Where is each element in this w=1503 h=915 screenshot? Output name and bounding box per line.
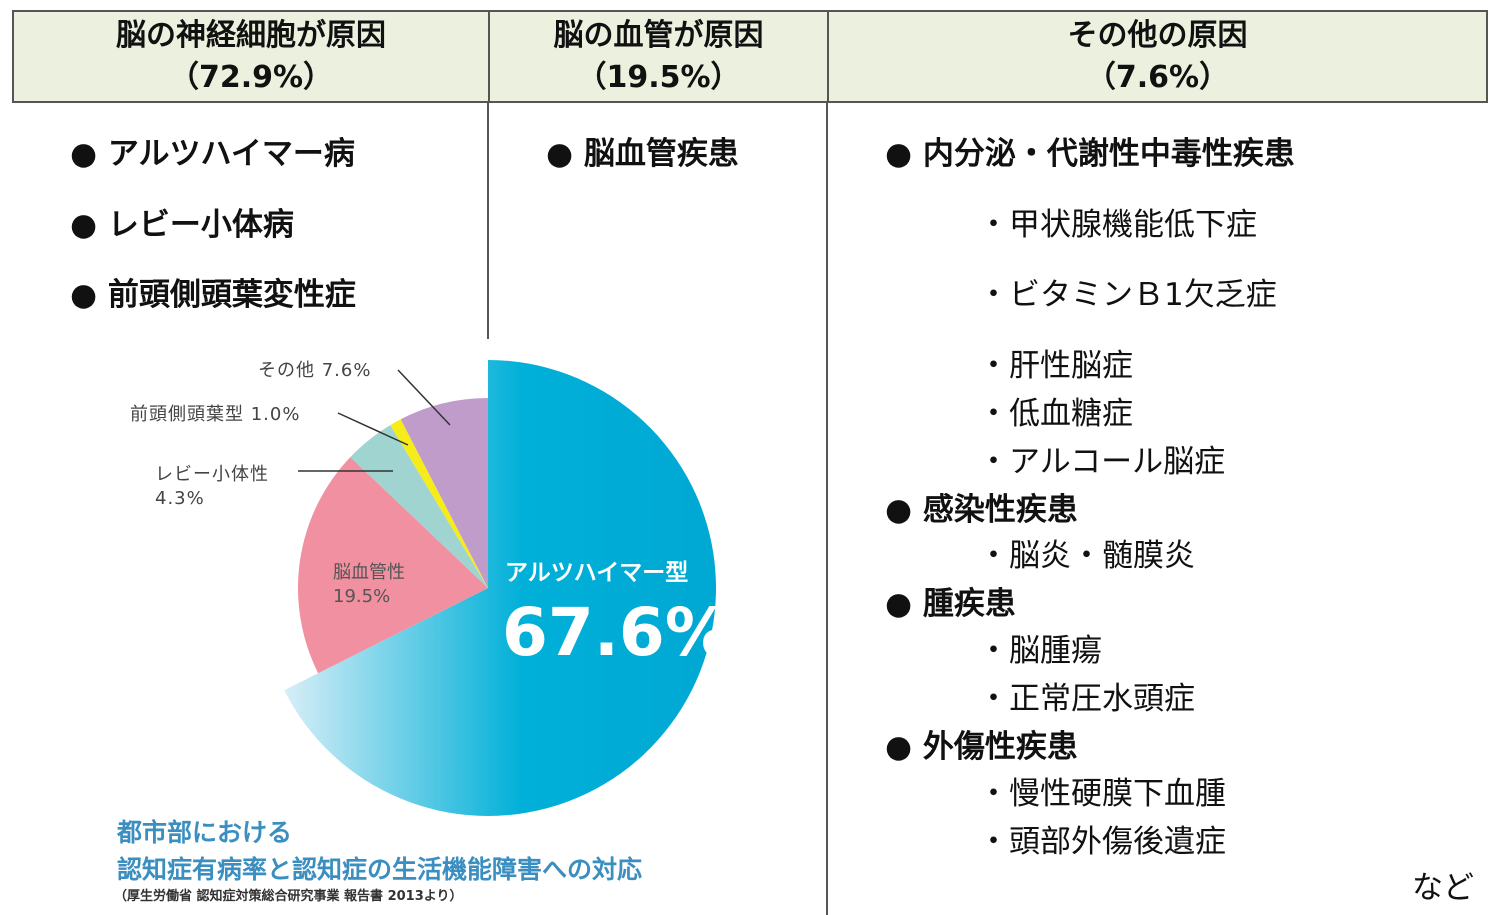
chart-source: （厚生労働省 認知症対策総合研究事業 報告書 2013より） bbox=[114, 889, 463, 904]
header-title: その他の原因 bbox=[1067, 17, 1248, 53]
list-item: ● レビー小体病 bbox=[70, 207, 294, 243]
pie-slice-2 bbox=[350, 425, 488, 588]
header-title: 脳の神経細胞が原因 bbox=[116, 17, 386, 53]
list-item: ・アルコール脳症 bbox=[978, 444, 1226, 480]
list-item: ・脳炎・髄膜炎 bbox=[978, 538, 1195, 574]
label-vascular: 脳血管性 bbox=[333, 562, 405, 583]
pie-chart: その他 7.6% 前頭側頭葉型 1.0% レビー小体性 4.3% 脳血管性 19… bbox=[130, 360, 731, 816]
header-pct: （7.6%） bbox=[1085, 59, 1230, 95]
chart-title-line2: 認知症有病率と認知症の生活機能障害への対応 bbox=[117, 855, 643, 884]
column-divider bbox=[826, 103, 828, 915]
list-item: ● 外傷性疾患 bbox=[885, 729, 1078, 765]
chart-title-line1: 都市部における bbox=[117, 818, 293, 847]
header-pct: （19.5%） bbox=[576, 59, 741, 95]
list-item: ・脳腫瘍 bbox=[978, 633, 1102, 669]
leader-line bbox=[337, 412, 409, 446]
leader-line bbox=[397, 369, 451, 426]
pie-slice-0 bbox=[284, 360, 716, 816]
list-item: ・肝性脳症 bbox=[978, 348, 1133, 384]
pie-slice-3 bbox=[390, 419, 488, 588]
label-frontotemporal: 前頭側頭葉型 1.0% bbox=[130, 404, 300, 425]
label-lewy: レビー小体性 bbox=[155, 464, 269, 485]
list-item: ● アルツハイマー病 bbox=[70, 136, 355, 172]
pie-slice-1 bbox=[298, 457, 488, 674]
list-item: ・慢性硬膜下血腫 bbox=[978, 776, 1226, 812]
header-other: その他の原因 （7.6%） bbox=[827, 10, 1488, 103]
list-item: ● 腫疾患 bbox=[885, 586, 1016, 622]
list-item: ● 前頭側頭葉変性症 bbox=[70, 277, 356, 313]
label-alzheimer-pct: 67.6% bbox=[502, 594, 731, 671]
list-item: ・ビタミンＢ1欠乏症 bbox=[978, 277, 1277, 313]
list-item: ・正常圧水頭症 bbox=[978, 681, 1195, 717]
header-title: 脳の血管が原因 bbox=[553, 17, 764, 53]
label-lewy-pct: 4.3% bbox=[155, 488, 205, 509]
list-item: ・甲状腺機能低下症 bbox=[978, 207, 1257, 243]
list-item: ● 内分泌・代謝性中毒性疾患 bbox=[885, 136, 1295, 172]
list-item: ● 脳血管疾患 bbox=[546, 136, 739, 172]
label-alzheimer: アルツハイマー型 bbox=[505, 560, 688, 586]
header-pct: （72.9%） bbox=[168, 59, 334, 95]
header-vascular: 脳の血管が原因 （19.5%） bbox=[488, 10, 829, 103]
label-other: その他 7.6% bbox=[258, 360, 371, 381]
etc-note: など bbox=[1412, 870, 1474, 906]
label-vascular-pct: 19.5% bbox=[333, 586, 390, 607]
column-divider bbox=[487, 103, 489, 339]
list-item: ・低血糖症 bbox=[978, 396, 1133, 432]
list-item: ・頭部外傷後遺症 bbox=[978, 824, 1226, 860]
list-item: ● 感染性疾患 bbox=[885, 492, 1078, 528]
header-neuronal: 脳の神経細胞が原因 （72.9%） bbox=[12, 10, 490, 103]
pie-slice-4 bbox=[400, 398, 488, 588]
